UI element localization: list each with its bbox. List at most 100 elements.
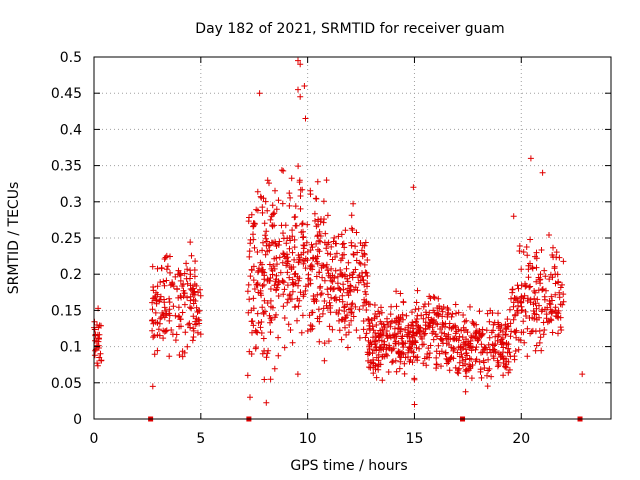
data-point — [92, 347, 99, 354]
data-point — [257, 324, 264, 331]
data-point — [154, 283, 161, 290]
data-point — [263, 228, 270, 235]
data-point — [179, 283, 186, 289]
data-point — [149, 263, 156, 270]
data-point — [261, 376, 268, 383]
data-point — [455, 370, 462, 377]
data-point — [287, 194, 294, 201]
data-point — [254, 188, 261, 195]
data-point — [547, 301, 554, 308]
data-point — [179, 353, 186, 360]
data-point — [520, 329, 527, 336]
data-point — [348, 309, 355, 316]
data-point — [533, 305, 540, 312]
data-point — [391, 325, 398, 332]
data-point — [342, 315, 349, 322]
data-point — [250, 223, 257, 230]
data-point — [537, 271, 544, 278]
data-point — [379, 377, 386, 384]
data-point — [260, 281, 267, 288]
data-point — [278, 167, 285, 174]
data-point — [539, 286, 546, 292]
data-point — [370, 356, 377, 363]
data-point — [472, 346, 479, 353]
data-point — [440, 340, 447, 347]
data-point — [396, 365, 403, 372]
data-point — [149, 383, 156, 390]
data-point — [161, 304, 168, 311]
data-point — [536, 327, 543, 334]
data-point — [271, 365, 278, 372]
data-point — [512, 348, 519, 354]
data-point — [495, 333, 501, 340]
data-point — [259, 283, 266, 289]
data-point — [518, 293, 525, 300]
data-point — [405, 322, 412, 329]
data-point — [166, 353, 173, 360]
data-point — [292, 303, 299, 310]
data-point — [495, 310, 501, 317]
data-point — [441, 330, 448, 337]
data-point — [300, 293, 307, 300]
data-point — [294, 371, 301, 378]
data-point — [260, 239, 266, 246]
data-point — [348, 317, 355, 324]
data-point — [361, 299, 368, 306]
data-point — [280, 230, 286, 237]
data-point — [194, 309, 201, 315]
data-point — [280, 167, 287, 174]
data-point — [484, 372, 490, 379]
data-point — [184, 280, 191, 287]
data-point — [473, 330, 479, 337]
data-point — [532, 347, 539, 354]
data-point — [283, 262, 290, 269]
data-point — [420, 315, 427, 322]
data-point — [362, 239, 369, 246]
data-point — [247, 273, 254, 280]
data-point — [430, 336, 437, 343]
data-point — [380, 321, 387, 328]
data-point — [385, 369, 392, 375]
data-point — [336, 296, 343, 303]
data-point — [433, 354, 440, 361]
data-point — [263, 399, 270, 406]
data-point — [546, 276, 553, 283]
data-point — [527, 155, 534, 162]
data-point — [462, 346, 469, 353]
data-point — [420, 341, 427, 348]
data-point — [363, 307, 370, 313]
data-point — [327, 309, 334, 316]
data-point — [279, 200, 286, 207]
data-point — [153, 297, 160, 304]
data-point — [515, 346, 522, 353]
data-point — [275, 293, 282, 299]
data-point — [184, 294, 191, 301]
data-point — [365, 301, 372, 308]
data-point — [380, 330, 387, 336]
data-point — [321, 277, 328, 284]
data-point — [432, 331, 439, 338]
data-point — [336, 317, 342, 324]
data-point — [378, 309, 385, 316]
data-point — [152, 309, 159, 316]
data-point — [551, 263, 558, 270]
data-point — [149, 317, 156, 323]
data-point — [518, 303, 525, 310]
data-point — [289, 288, 296, 295]
data-point — [183, 260, 190, 267]
data-point — [154, 332, 161, 338]
data-point — [388, 303, 395, 310]
data-point — [451, 346, 458, 353]
data-point — [507, 333, 514, 340]
data-point — [192, 258, 199, 265]
data-point — [273, 287, 279, 294]
data-point — [362, 334, 369, 341]
data-point — [548, 293, 555, 300]
data-point — [359, 253, 366, 260]
data-point — [378, 304, 384, 311]
y-tick-label: 0.1 — [60, 340, 82, 356]
data-point — [92, 332, 99, 339]
data-point — [485, 341, 492, 348]
data-point — [94, 360, 101, 367]
data-point — [284, 269, 291, 276]
